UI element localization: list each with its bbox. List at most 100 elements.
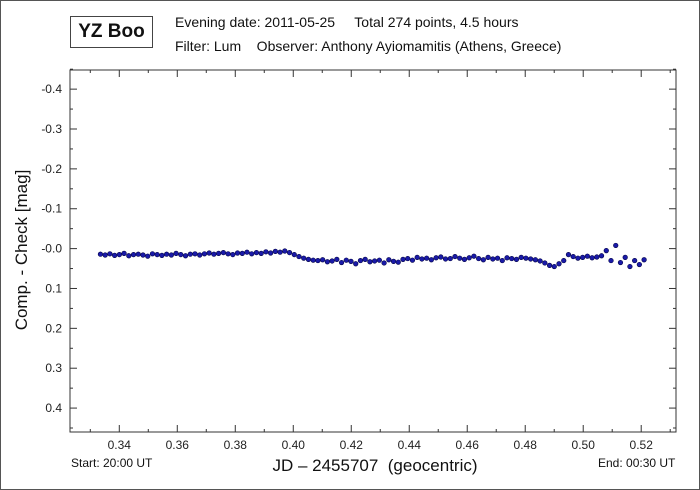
- data-point: [164, 251, 170, 257]
- data-point: [589, 255, 595, 261]
- data-point: [372, 258, 378, 264]
- data-point: [102, 252, 108, 258]
- x-tick-label: 0.38: [224, 438, 248, 452]
- data-point: [613, 242, 619, 249]
- data-point: [367, 259, 373, 265]
- data-point: [220, 249, 226, 256]
- data-point: [201, 251, 208, 257]
- data-point: [291, 251, 297, 258]
- x-tick-label: 0.50: [572, 438, 596, 452]
- data-point: [253, 249, 260, 256]
- data-point: [182, 253, 189, 259]
- data-point: [447, 255, 453, 262]
- x-tick-label: 0.36: [166, 438, 190, 452]
- y-tick-label: -0.4: [41, 82, 62, 96]
- data-point: [537, 258, 543, 264]
- data-point: [320, 257, 326, 263]
- data-point: [135, 251, 141, 257]
- data-point: [230, 251, 236, 258]
- data-point: [617, 259, 624, 266]
- data-point: [216, 250, 222, 256]
- data-point: [405, 255, 411, 262]
- data-point: [452, 253, 458, 260]
- data-point: [324, 259, 330, 265]
- data-point: [206, 250, 212, 256]
- data-point: [546, 262, 553, 268]
- data-point: [390, 258, 397, 264]
- data-point: [263, 249, 269, 255]
- header-line-1: Evening date: 2011-05-25 Total 274 point…: [175, 14, 519, 30]
- data-point: [518, 254, 524, 260]
- data-point: [187, 251, 193, 257]
- data-point: [97, 251, 104, 257]
- y-tick-label: 0.2: [45, 321, 62, 335]
- data-point: [154, 251, 160, 258]
- data-point: [310, 257, 316, 263]
- data-point: [580, 254, 586, 260]
- x-tick-label: 0.52: [630, 438, 654, 452]
- data-point: [126, 253, 132, 259]
- data-point: [315, 257, 321, 264]
- data-point: [277, 249, 283, 255]
- data-point: [575, 255, 581, 261]
- y-tick-label: -0.3: [41, 122, 62, 136]
- data-point: [258, 250, 264, 256]
- x-tick-label: 0.42: [340, 438, 364, 452]
- x-tick-label: 0.46: [456, 438, 480, 452]
- data-point: [438, 254, 444, 260]
- data-point: [282, 248, 288, 254]
- data-point: [509, 255, 515, 262]
- data-point: [249, 251, 255, 257]
- data-point: [636, 261, 642, 268]
- data-point: [168, 252, 174, 258]
- data-point: [159, 252, 165, 258]
- data-point: [532, 257, 538, 263]
- data-point: [603, 248, 609, 254]
- data-point: [513, 256, 520, 262]
- y-tick-label: -0.2: [41, 162, 62, 176]
- data-point: [428, 257, 434, 263]
- data-point: [211, 251, 217, 257]
- data-point: [466, 255, 472, 261]
- data-point: [178, 251, 184, 258]
- x-tick-label: 0.40: [282, 438, 306, 452]
- data-point: [386, 257, 392, 263]
- data-point: [334, 256, 340, 262]
- data-point: [130, 251, 137, 258]
- data-point: [149, 251, 156, 257]
- data-point: [112, 252, 118, 258]
- data-point: [424, 255, 430, 261]
- data-point: [173, 250, 179, 256]
- data-point: [301, 255, 307, 261]
- data-point: [268, 250, 274, 256]
- y-tick-label: -0.0: [41, 242, 62, 256]
- x-tick-label: 0.48: [514, 438, 538, 452]
- data-point: [570, 253, 576, 260]
- data-point: [471, 253, 477, 259]
- end-time: End: 00:30 UT: [598, 456, 676, 470]
- data-point: [381, 260, 387, 266]
- data-point: [622, 254, 628, 260]
- data-point: [490, 256, 496, 262]
- data-point: [362, 256, 368, 262]
- data-point: [225, 251, 231, 257]
- data-point: [594, 254, 600, 260]
- data-point: [107, 251, 113, 257]
- data-point: [457, 255, 463, 261]
- data-point: [598, 253, 605, 259]
- data-point: [145, 253, 151, 259]
- data-point: [296, 253, 302, 260]
- data-point: [197, 252, 203, 258]
- data-point: [400, 256, 406, 262]
- plot-border: [69, 69, 677, 433]
- data-point: [433, 255, 439, 261]
- star-name-box: YZ Boo: [70, 16, 153, 48]
- y-tick-label: -0.1: [41, 202, 62, 216]
- y-tick-label: 0.3: [45, 361, 62, 375]
- data-point: [395, 259, 401, 265]
- data-point: [357, 257, 364, 264]
- data-point: [338, 259, 345, 266]
- data-point: [329, 258, 335, 264]
- data-point: [353, 261, 359, 267]
- data-point: [627, 263, 633, 270]
